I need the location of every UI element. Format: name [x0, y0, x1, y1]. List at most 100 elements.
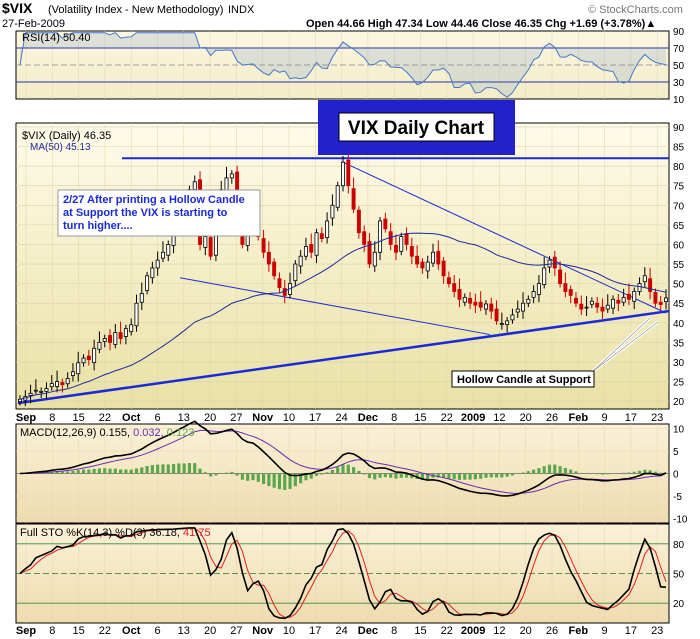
- candle-body: [637, 283, 642, 292]
- macd-histogram-bar: [87, 469, 91, 474]
- brand-watermark: © StockCharts.com: [588, 4, 683, 16]
- candle-body: [563, 283, 568, 292]
- sto-tick-label: 50: [673, 570, 685, 581]
- candle-body: [600, 306, 605, 312]
- x-tick-label: 20: [520, 625, 532, 637]
- candle-body: [510, 314, 515, 321]
- rsi-tick-label: 90: [673, 27, 685, 38]
- x-tick-label: 13: [178, 625, 190, 637]
- candle-body: [303, 246, 308, 257]
- macd-histogram-bar: [171, 464, 176, 474]
- macd-histogram-bar: [627, 472, 631, 474]
- macd-histogram-bar: [113, 468, 117, 474]
- candle-body: [473, 301, 478, 306]
- candle-body: [60, 382, 65, 386]
- macd-histogram-bar: [50, 471, 54, 474]
- macd-histogram-bar: [230, 471, 234, 474]
- x-tick-label: 23: [651, 412, 663, 424]
- candle-body: [372, 251, 377, 267]
- candle-body: [621, 296, 626, 303]
- macd-histogram-bar: [267, 473, 271, 487]
- x-tick-label: 27: [230, 625, 242, 637]
- macd-histogram-bar: [224, 472, 229, 474]
- macd-histogram-bar: [108, 468, 112, 474]
- macd-histogram-bar: [103, 468, 107, 474]
- candle-body: [409, 246, 414, 257]
- x-tick-label: Sep: [16, 412, 36, 424]
- candle-body: [574, 297, 578, 304]
- candle-body: [330, 204, 335, 219]
- x-tick-label: Feb: [569, 412, 589, 424]
- x-tick-label: 27: [230, 412, 242, 424]
- x-tick-label: 20: [204, 625, 216, 637]
- candle-body: [431, 251, 435, 264]
- macd-histogram-bar: [299, 473, 303, 484]
- candle-body: [468, 297, 473, 304]
- candle-body: [436, 250, 441, 265]
- candle-body: [150, 267, 155, 279]
- candle-body: [383, 218, 388, 230]
- price-tick-label: 20: [673, 397, 685, 408]
- macd-histogram-bar: [479, 473, 483, 479]
- macd-histogram-bar: [277, 473, 282, 490]
- rsi-area: [20, 32, 666, 98]
- candle-body: [378, 220, 383, 253]
- support-callout-box: [451, 370, 595, 388]
- candle-body: [33, 389, 38, 392]
- price-tick-label: 60: [673, 240, 685, 251]
- x-tick-label: 8: [49, 412, 55, 424]
- triangle-lower-line: [179, 277, 491, 336]
- rsi-legend: RSI(14) 50.40: [22, 32, 90, 44]
- macd-histogram-bar: [362, 473, 366, 475]
- x-tick-label: 8: [391, 625, 397, 637]
- macd-tick-label: 10: [673, 425, 685, 436]
- price-tick-label: 35: [673, 338, 685, 349]
- price-tick-label: 70: [673, 201, 685, 212]
- macd-histogram-bar: [346, 464, 350, 474]
- macd-histogram-bar: [293, 473, 297, 487]
- price-tick-label: 85: [673, 143, 685, 154]
- candle-body: [39, 390, 44, 393]
- sto-tick-label: 20: [673, 599, 685, 610]
- candle-body: [505, 320, 510, 325]
- annotation-line-3: turn higher....: [63, 220, 133, 232]
- x-tick-label: 17: [309, 625, 321, 637]
- macd-histogram-bar: [288, 473, 292, 489]
- title-box-inner: [338, 112, 495, 142]
- callout-arrow-2-edge: [591, 321, 659, 373]
- x-tick-label: 22: [441, 412, 453, 424]
- macd-histogram-bar: [378, 473, 382, 478]
- candle-body: [272, 261, 277, 277]
- candle-body: [589, 300, 594, 305]
- candle-body: [203, 236, 208, 248]
- macd-histogram-bar: [367, 473, 372, 479]
- x-tick-label: 20: [520, 412, 532, 424]
- candle-body: [648, 278, 653, 292]
- macd-histogram-bar: [71, 470, 75, 474]
- candle-body: [420, 261, 425, 269]
- macd-histogram-bar: [399, 473, 403, 478]
- macd-histogram-bar: [76, 470, 80, 474]
- macd-histogram-bar: [553, 464, 557, 474]
- macd-histogram-bar: [81, 469, 86, 474]
- macd-histogram-bar: [314, 473, 319, 476]
- macd-histogram-bar: [320, 473, 324, 475]
- sto-legend: Full STO %K(14,3) %D(3) 36.18, 41.75: [20, 527, 211, 539]
- triangle-upper-line: [342, 161, 667, 314]
- x-tick-label: Sep: [16, 625, 36, 637]
- candle-body: [266, 251, 271, 265]
- candle-body: [536, 283, 541, 295]
- macd-histogram-bar: [637, 470, 642, 474]
- macd-histogram-bar: [500, 473, 504, 478]
- candle-body: [457, 289, 462, 300]
- candle-body: [351, 188, 356, 210]
- candle-body: [49, 383, 54, 388]
- x-tick-label: 10: [283, 412, 295, 424]
- macd-histogram-bar: [283, 473, 287, 490]
- candle-body: [425, 261, 430, 272]
- macd-histogram-bar: [521, 472, 525, 474]
- x-tick-label: 15: [414, 412, 426, 424]
- candle-body: [558, 269, 563, 285]
- x-tick-label: 6: [154, 625, 160, 637]
